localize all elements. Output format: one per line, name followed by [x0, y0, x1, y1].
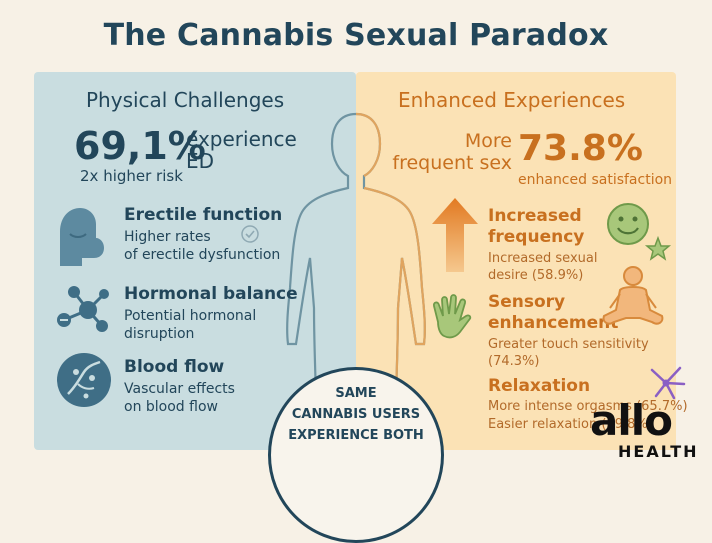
center-line-3: EXPERIENCE BOTH [288, 428, 424, 443]
sensory-enhancement-desc-2: (74.3%) [488, 354, 540, 369]
logo-molecule-icon [650, 366, 686, 400]
relaxation-desc-2: Easier relaxation (69.8%) [488, 417, 653, 432]
sensory-enhancement-title-2: enhancement [488, 313, 619, 333]
risk-label: 2x higher risk [80, 167, 183, 185]
left-heading: Physical Challenges [86, 88, 285, 112]
body-silhouette-icon [286, 112, 426, 448]
ed-stat-label: experience ED [186, 127, 297, 173]
center-line-1: SAME [335, 386, 377, 401]
satisfaction-stat-label: enhanced satisfaction [518, 172, 673, 188]
up-arrow-icon [432, 198, 478, 272]
erectile-function-title: Erectile function [124, 205, 283, 225]
relaxation-desc-1: More intense orgasms (65.7%) [488, 399, 688, 414]
hand-icon [432, 294, 472, 339]
logo-text: allo [590, 396, 673, 445]
satisfaction-stat-value: 73.8% [518, 128, 643, 169]
more-frequent-label: More frequent sex [392, 130, 512, 174]
center-badge-text: SAME CANNABIS USERS EXPERIENCE BOTH [268, 383, 444, 446]
molecule-icon [57, 286, 109, 332]
increased-frequency-desc-1: Increased sexual [488, 251, 598, 266]
blood-flow-title: Blood flow [124, 357, 225, 377]
logo-subtext: HEALTH [618, 442, 699, 461]
blood-flow-desc-2: on blood flow [124, 399, 218, 415]
erectile-function-desc-2: of erectile dysfunction [124, 247, 281, 263]
increased-frequency-desc-2: desire (58.9%) [488, 268, 584, 283]
erectile-function-desc-1: Higher rates [124, 229, 211, 245]
check-icon [241, 225, 259, 243]
sensory-enhancement-title-1: Sensory [488, 292, 566, 312]
meditation-icon [602, 266, 664, 325]
smiley-icon [607, 203, 672, 261]
increased-frequency-title-2: frequency [488, 227, 585, 247]
page-title: The Cannabis Sexual Paradox [103, 18, 609, 53]
center-line-2: CANNABIS USERS [291, 407, 421, 422]
hormonal-balance-title: Hormonal balance [124, 284, 298, 304]
increased-frequency-title-1: Increased [488, 206, 582, 226]
hormonal-balance-desc-1: Potential hormonal [124, 308, 257, 324]
sensory-enhancement-desc-1: Greater touch sensitivity [488, 337, 649, 352]
erectile-icon [60, 208, 104, 266]
right-heading: Enhanced Experiences [398, 88, 626, 112]
blood-flow-desc-1: Vascular effects [124, 381, 235, 397]
relaxation-title: Relaxation [488, 376, 591, 396]
ed-stat-value: 69,1% [74, 124, 206, 168]
hormonal-balance-desc-2: disruption [124, 326, 195, 342]
blood-vessel-icon [57, 353, 111, 407]
